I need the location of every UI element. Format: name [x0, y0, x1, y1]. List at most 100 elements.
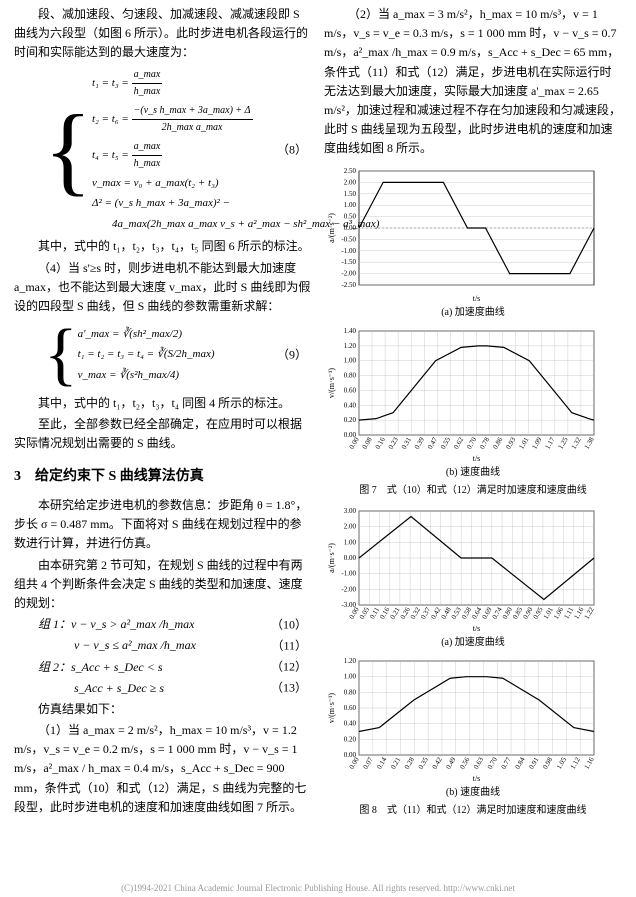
svg-text:0.70: 0.70 — [486, 755, 499, 770]
eq12-text: 组 2：s_Acc + s_Dec < s — [38, 660, 163, 674]
svg-text:t/s: t/s — [473, 294, 481, 303]
svg-text:0.86: 0.86 — [491, 435, 504, 450]
svg-text:0.39: 0.39 — [413, 435, 426, 450]
svg-text:0.70: 0.70 — [465, 435, 478, 450]
svg-text:0.31: 0.31 — [400, 435, 413, 450]
eq9-number: （9） — [277, 346, 307, 365]
svg-text:0.20: 0.20 — [344, 416, 357, 424]
svg-text:0.77: 0.77 — [500, 755, 513, 770]
svg-text:0.56: 0.56 — [458, 755, 471, 770]
svg-text:1.20: 1.20 — [344, 657, 357, 665]
svg-text:0.55: 0.55 — [439, 435, 452, 450]
svg-text:0.91: 0.91 — [527, 755, 540, 770]
svg-text:1.00: 1.00 — [344, 672, 357, 680]
svg-text:1.05: 1.05 — [555, 755, 568, 770]
svg-text:0.08: 0.08 — [361, 435, 374, 450]
para6: 本研究给定步进电机的参数信息：步距角 θ = 1.8°，步长 σ = 0.487… — [14, 496, 312, 554]
svg-text:v/(m·s⁻¹): v/(m·s⁻¹) — [327, 692, 336, 723]
para7: 由本研究第 2 节可知，在规划 S 曲线的过程中有两组共 4 个判断条件会决定 … — [14, 556, 312, 614]
eq8-l2-den: 2h_max a_max — [132, 120, 253, 136]
eq10-text: 组 1：v − v_s > a²_max /h_max — [38, 617, 194, 631]
section-3-title: 3 给定约束下 S 曲线算法仿真 — [14, 466, 312, 488]
svg-text:0.63: 0.63 — [472, 755, 485, 770]
svg-text:0.42: 0.42 — [431, 755, 444, 770]
svg-text:3.00: 3.00 — [344, 507, 357, 515]
svg-text:-2.50: -2.50 — [341, 281, 356, 289]
svg-text:1.40: 1.40 — [344, 327, 357, 335]
eq8-l3-lhs: t₄ = t₅ = — [92, 149, 129, 161]
svg-text:-2.00: -2.00 — [341, 269, 356, 277]
svg-text:-1.00: -1.00 — [341, 246, 356, 254]
svg-text:-1.50: -1.50 — [341, 258, 356, 266]
eq8-l1-lhs: t₁ = t₃ = — [92, 77, 129, 89]
left-column: 段、减加速段、匀速段、加减速段、减减速段即 S 曲线为六段型（如图 6 所示）。… — [8, 5, 318, 823]
svg-text:a/(m·s⁻²): a/(m·s⁻²) — [327, 542, 336, 572]
para5: 至此，全部参数已经全部确定，在应用时可以根据实际情况规划出需要的 S 曲线。 — [14, 415, 312, 453]
svg-text:0.60: 0.60 — [344, 704, 357, 712]
eq8-l3-den: h_max — [132, 156, 163, 172]
eq12-number: （12） — [271, 658, 307, 677]
svg-text:0.07: 0.07 — [362, 755, 375, 770]
eq-11: v − v_s ≤ a²_max /h_max （11） — [74, 636, 312, 655]
eq-13: s_Acc + s_Dec ≥ s （13） — [74, 679, 312, 698]
svg-text:1.20: 1.20 — [344, 341, 357, 349]
svg-text:v/(m·s⁻¹): v/(m·s⁻¹) — [327, 367, 336, 398]
svg-text:0.49: 0.49 — [444, 755, 457, 770]
note2: 其中，式中的 t₁，t₂，t₃，t₄ 同图 4 所示的标注。 — [14, 394, 312, 413]
svg-text:0.40: 0.40 — [344, 719, 357, 727]
eq13-text: s_Acc + s_Dec ≥ s — [74, 681, 164, 695]
svg-text:1.00: 1.00 — [344, 356, 357, 364]
fig7b-caption: (b) 速度曲线 — [324, 465, 622, 481]
svg-text:t/s: t/s — [473, 774, 481, 783]
fig7a-caption: (a) 加速度曲线 — [324, 305, 622, 321]
fig8-caption: 图 8 式（11）和式（12）满足时加速度和速度曲线 — [324, 803, 622, 819]
equation-9: { a'_max = ∛(sh²_max/2) t₁ = t₂ = t₃ = t… — [44, 320, 312, 390]
fig8a-caption: (a) 加速度曲线 — [324, 635, 622, 651]
svg-text:0.00: 0.00 — [344, 554, 357, 562]
eq8-l6: 4a_max(2h_max a_max v_s + a²_max − sh²_m… — [92, 216, 379, 234]
note1: 其中，式中的 t₁，t₂，t₃，t₄，t₅ 同图 6 所示的标注。 — [14, 237, 312, 256]
svg-text:-1.00: -1.00 — [341, 569, 356, 577]
page-container: 段、减加速段、匀速段、加减速段、减减速段即 S 曲线为六段型（如图 6 所示）。… — [0, 0, 636, 828]
fig8a-chart: -3.00-2.00-1.000.001.002.003.000.000.050… — [324, 503, 604, 633]
intro-paragraph: 段、减加速段、匀速段、加减速段、减减速段即 S 曲线为六段型（如图 6 所示）。… — [14, 5, 312, 63]
svg-text:1.00: 1.00 — [344, 538, 357, 546]
svg-text:1.09: 1.09 — [530, 435, 543, 450]
eq8-l1-num: a_max — [132, 67, 163, 84]
svg-text:0.35: 0.35 — [417, 755, 430, 770]
footer-text: (C)1994-2021 China Academic Journal Elec… — [0, 881, 636, 895]
eq8-l4: v_max = v₀ + a_max(t₂ + t₃) — [92, 175, 379, 193]
figure-8: -3.00-2.00-1.000.001.002.003.000.000.050… — [324, 503, 622, 819]
svg-text:1.12: 1.12 — [569, 755, 582, 770]
svg-text:t/s: t/s — [473, 624, 481, 633]
svg-text:1.32: 1.32 — [570, 435, 583, 450]
eq8-l3-num: a_max — [132, 139, 163, 156]
para8: 仿真结果如下： — [14, 700, 312, 719]
fig7-caption: 图 7 式（10）和式（12）满足时加速度和速度曲线 — [324, 483, 622, 499]
svg-text:1.38: 1.38 — [583, 435, 596, 450]
svg-text:0.80: 0.80 — [344, 688, 357, 696]
svg-text:1.16: 1.16 — [583, 755, 596, 770]
eq8-l2-num: −(v_s h_max + 3a_max) + Δ — [132, 103, 253, 120]
eq9-l3: v_max = ∛(s²h_max/4) — [78, 367, 215, 385]
svg-text:0.20: 0.20 — [344, 735, 357, 743]
eq-10: 组 1：v − v_s > a²_max /h_max （10） — [38, 615, 312, 634]
eq8-number: （8） — [277, 140, 307, 159]
svg-text:-2.00: -2.00 — [341, 585, 356, 593]
eq8-l2-lhs: t₂ = t₆ = — [92, 113, 129, 125]
svg-text:0.93: 0.93 — [504, 435, 517, 450]
eq-12: 组 2：s_Acc + s_Dec < s （12） — [38, 658, 312, 677]
svg-text:0.16: 0.16 — [374, 435, 387, 450]
svg-text:1.22: 1.22 — [583, 605, 596, 620]
svg-text:t/s: t/s — [473, 454, 481, 463]
svg-text:0.62: 0.62 — [452, 435, 465, 450]
eq8-l5: Δ² = (v_s h_max + 3a_max)² − — [92, 195, 379, 213]
svg-text:0.14: 0.14 — [375, 755, 388, 770]
equation-8: { t₁ = t₃ = a_maxh_max t₂ = t₆ = −(v_s h… — [44, 67, 312, 234]
eq11-number: （11） — [271, 636, 307, 655]
eq13-number: （13） — [271, 679, 307, 698]
para4: （4）当 s'≥s 时，则步进电机不能达到最大加速度 a_max，也不能达到最大… — [14, 259, 312, 317]
eq8-l1-den: h_max — [132, 84, 163, 100]
svg-text:0.98: 0.98 — [541, 755, 554, 770]
eq9-l1: a'_max = ∛(sh²_max/2) — [78, 326, 215, 344]
